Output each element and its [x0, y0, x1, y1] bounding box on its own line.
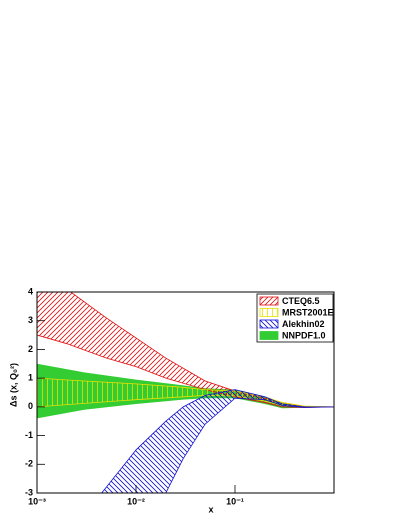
y-tick-label: -3 — [25, 487, 33, 497]
band-upper — [101, 389, 334, 493]
y-tick-label: 2 — [28, 344, 33, 354]
band-fill — [37, 292, 334, 408]
legend-label: NNPDF1.0 — [282, 330, 326, 340]
frame — [36, 291, 335, 494]
legend-swatch — [259, 319, 279, 329]
legend-label: Alekhin02 — [282, 319, 325, 329]
legend-label: MRST2001E — [282, 307, 334, 317]
x-tick-label: 10⁻³ — [28, 496, 46, 506]
band-lower — [101, 397, 334, 493]
plot-area — [37, 292, 334, 493]
legend-swatch — [259, 331, 279, 340]
band-fill — [101, 389, 334, 493]
legend-swatch — [259, 296, 279, 306]
y-tick-label: 1 — [28, 373, 33, 383]
y-axis-label: Δs (x, Q₀²) — [8, 363, 18, 407]
x-axis-label: x — [208, 504, 213, 514]
legend-swatch — [259, 308, 279, 317]
x-tick-label: 10⁻² — [127, 496, 145, 506]
y-tick-label: 0 — [28, 401, 33, 411]
y-tick-label: 4 — [28, 286, 33, 296]
band-upper — [37, 377, 334, 408]
legend-label: CTEQ6.5 — [282, 296, 320, 306]
x-tick-label: 10⁻¹ — [226, 496, 244, 506]
y-tick-label: -1 — [25, 430, 33, 440]
y-tick-label: 3 — [28, 315, 33, 325]
y-tick-label: -2 — [25, 459, 33, 469]
